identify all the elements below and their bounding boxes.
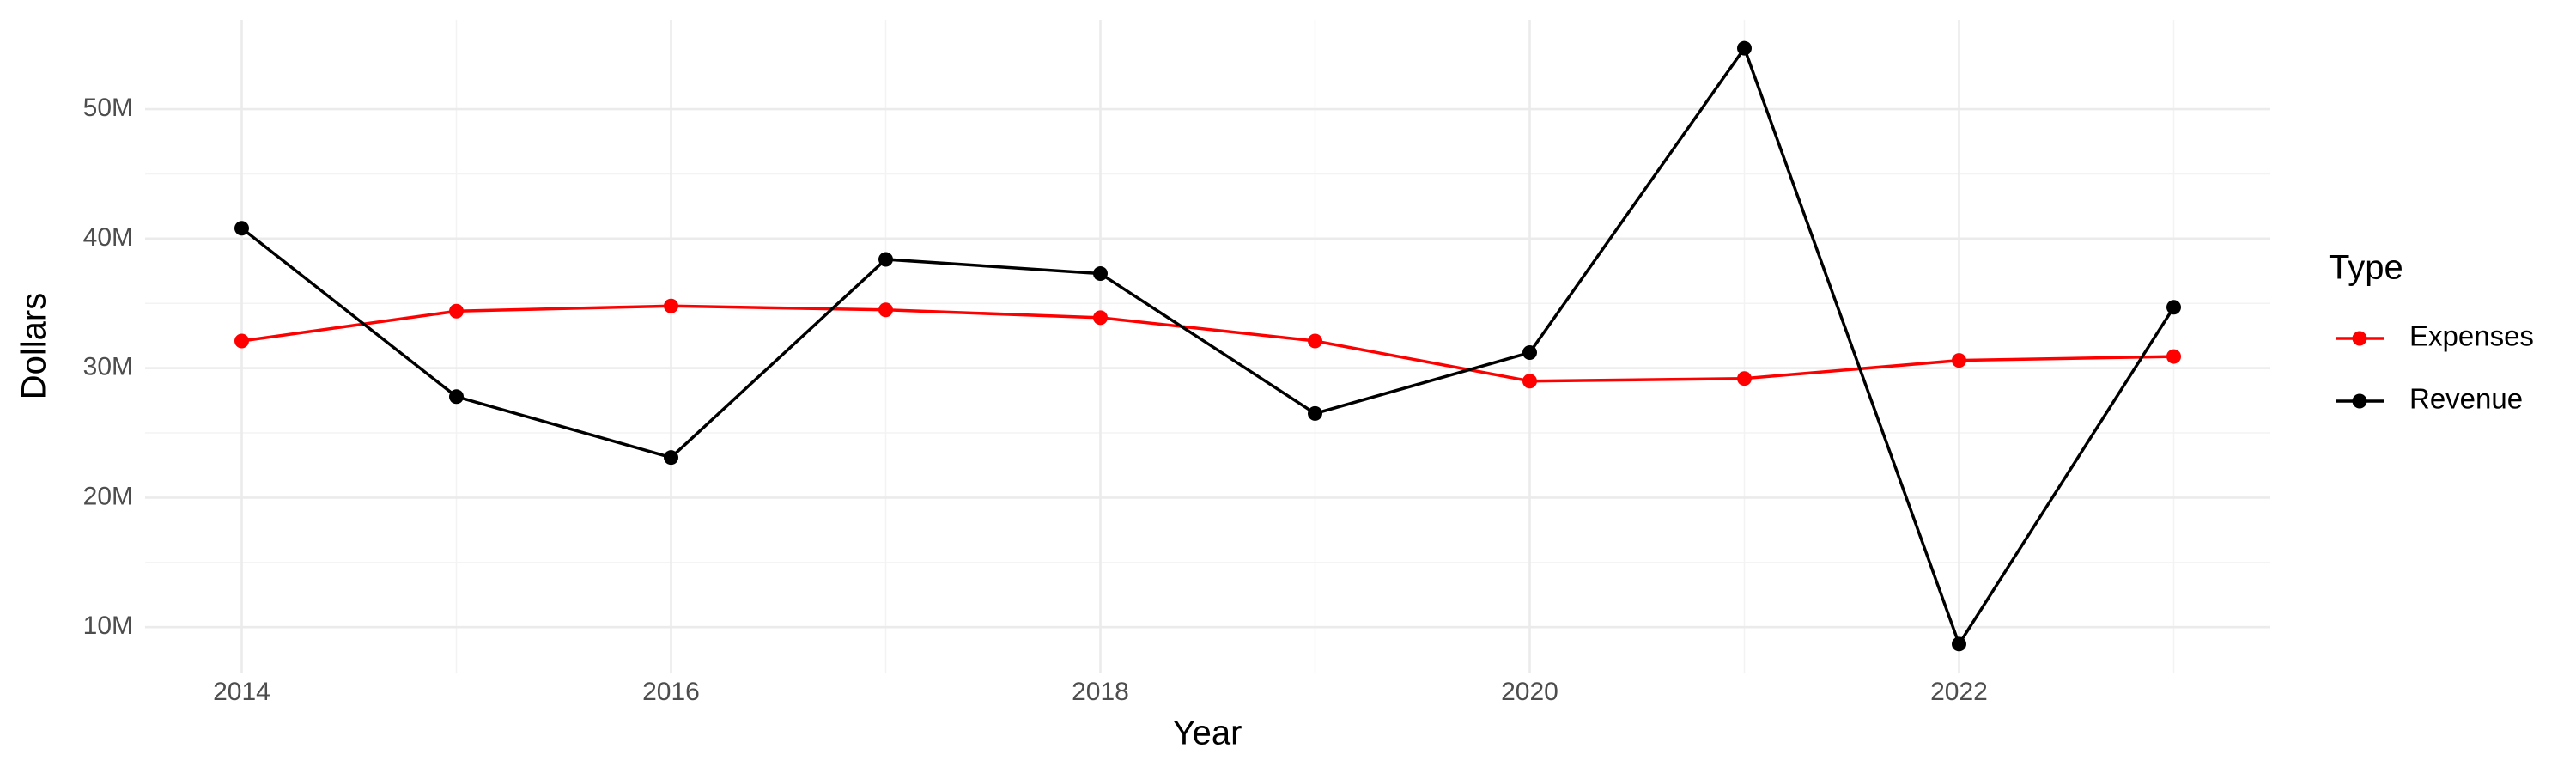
x-tick-label: 2022 [1930, 678, 1988, 706]
legend-label: Revenue [2409, 383, 2523, 415]
legend-title: Type [2329, 249, 2403, 287]
data-point [878, 302, 893, 318]
y-tick-label: 50M [83, 94, 133, 122]
marks [234, 40, 2181, 652]
grid [145, 20, 2270, 673]
x-tick-label: 2020 [1501, 678, 1558, 706]
data-point [2166, 349, 2181, 364]
y-tick-label: 30M [83, 353, 133, 381]
y-axis-title: Dollars [15, 293, 53, 399]
y-tick-label: 20M [83, 482, 133, 510]
data-point [1093, 310, 1108, 326]
legend-dot [2352, 331, 2367, 346]
data-point [1952, 636, 1966, 652]
data-point [878, 252, 893, 267]
x-tick-label: 2018 [1072, 678, 1129, 706]
legend-dot [2352, 393, 2367, 409]
x-tick-label: 2016 [642, 678, 700, 706]
data-point [1093, 266, 1108, 282]
data-point [449, 303, 464, 319]
data-point [1522, 345, 1537, 361]
data-point [2166, 300, 2181, 315]
legend-label: Expenses [2409, 320, 2534, 352]
data-point [234, 221, 249, 236]
series-line [241, 304, 2174, 383]
data-point [1737, 40, 1752, 56]
x-axis-title: Year [1173, 715, 1242, 752]
data-point [664, 450, 678, 466]
data-point [1952, 353, 1966, 368]
data-point [1522, 374, 1537, 389]
data-point [1308, 405, 1322, 421]
y-tick-label: 40M [83, 223, 133, 252]
data-point [664, 298, 678, 313]
data-point [1308, 333, 1322, 349]
data-point [234, 333, 249, 349]
y-tick-label: 10M [83, 612, 133, 640]
x-tick-label: 2014 [213, 678, 270, 706]
series-line [240, 45, 2175, 648]
data-point [449, 389, 464, 405]
data-point [1737, 371, 1752, 386]
